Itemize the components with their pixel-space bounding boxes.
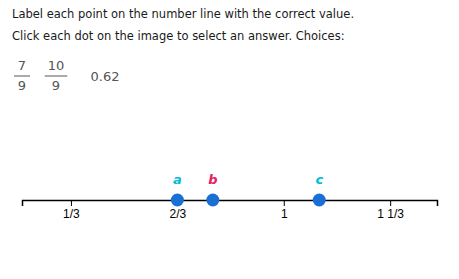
tick: 1/3 bbox=[63, 200, 80, 221]
tick-label: 1/3 bbox=[63, 207, 80, 221]
tick-mark bbox=[284, 200, 285, 206]
fraction-bar bbox=[45, 76, 68, 77]
choice-numerator: 10 bbox=[48, 58, 65, 73]
tick-mark bbox=[71, 200, 72, 206]
point-label: a bbox=[173, 172, 182, 187]
tick-label: 2/3 bbox=[170, 207, 187, 221]
choice: 0.62 bbox=[91, 69, 120, 84]
choice-denominator: 9 bbox=[52, 78, 60, 93]
point[interactable] bbox=[171, 194, 184, 207]
tick-mark bbox=[390, 200, 391, 206]
choice-denominator: 9 bbox=[18, 78, 26, 93]
title: Label each point on the number line with… bbox=[12, 7, 354, 21]
point[interactable] bbox=[206, 194, 219, 207]
tick: 1 bbox=[281, 200, 288, 221]
point-label: b bbox=[208, 172, 217, 187]
subtitle: Click each dot on the image to select an… bbox=[12, 29, 345, 43]
fraction-bar bbox=[14, 76, 30, 77]
choice-numerator: 7 bbox=[18, 58, 26, 73]
point[interactable] bbox=[313, 194, 326, 207]
tick: 1 1/3 bbox=[377, 200, 404, 221]
x-axis: 1/3 2/3 1 1 1/3 bbox=[23, 200, 438, 221]
chart: Label each point on the number line with… bbox=[0, 0, 459, 279]
choices: 7 9 10 9 0.62 bbox=[14, 58, 120, 93]
tick-label: 1 1/3 bbox=[377, 207, 404, 221]
point-labels: a b c bbox=[173, 172, 323, 187]
axis-line bbox=[23, 201, 438, 207]
points bbox=[171, 194, 326, 207]
tick-label: 1 bbox=[281, 207, 288, 221]
point-label: c bbox=[315, 172, 323, 187]
